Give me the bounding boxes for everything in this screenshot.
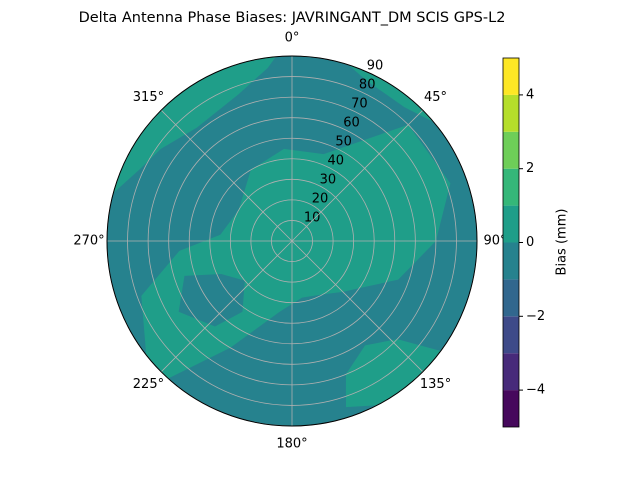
colorbar-segment (503, 205, 519, 243)
colorbar-segment (503, 58, 519, 95)
colorbar-tick-label: −2 (526, 309, 545, 324)
r-tick-label: 90 (367, 59, 384, 74)
grid-spoke (160, 240, 293, 373)
colorbar-label: Bias (mm) (555, 209, 570, 276)
colorbar-segment (503, 94, 519, 132)
contour-region (113, 56, 276, 194)
angle-tick-label: 135° (420, 377, 451, 392)
colorbar-segment (503, 390, 519, 427)
r-tick-label: 10 (304, 211, 321, 226)
colorbar-segment (503, 279, 519, 317)
colorbar-segment (503, 353, 519, 391)
r-tick-label: 30 (320, 173, 337, 188)
colorbar-segment (503, 168, 519, 206)
r-tick-label: 80 (359, 78, 376, 93)
chart-title: Delta Antenna Phase Biases: JAVRINGANT_D… (79, 10, 506, 26)
grid-spoke (291, 109, 424, 242)
contour-region (340, 58, 434, 123)
angle-tick-label: 0° (285, 31, 300, 46)
r-tick-label: 70 (351, 97, 368, 112)
angle-tick-label: 270° (73, 234, 104, 249)
angle-tick-label: 180° (276, 437, 307, 452)
r-tick-label: 50 (335, 135, 352, 150)
contour-region (345, 339, 445, 408)
colorbar-segment (503, 242, 519, 280)
colorbar-tick-label: −4 (526, 383, 545, 398)
r-tick-label: 60 (343, 116, 360, 131)
angle-tick-label: 315° (133, 90, 164, 105)
plot-border (106, 55, 478, 427)
colorbar-tick-label: 0 (526, 235, 534, 250)
grid-spoke (291, 240, 424, 373)
contour-region (178, 274, 245, 327)
colorbar-segment (503, 316, 519, 354)
r-tick-label: 20 (312, 192, 329, 207)
angle-tick-label: 90° (483, 234, 506, 249)
colorbar-segment (503, 131, 519, 169)
overlay: 10 20 30 40 50 60 70 80 90 0° 45° 90° 135° 180° 225° 27… (73, 31, 506, 452)
r-tick-label: 40 (327, 154, 344, 169)
colorbar-tick-label: 2 (526, 161, 534, 176)
angle-tick-label: 45° (424, 90, 447, 105)
angle-tick-label: 225° (133, 377, 164, 392)
grid-spoke (160, 109, 293, 242)
colorbar-tick-label: 4 (526, 87, 534, 102)
